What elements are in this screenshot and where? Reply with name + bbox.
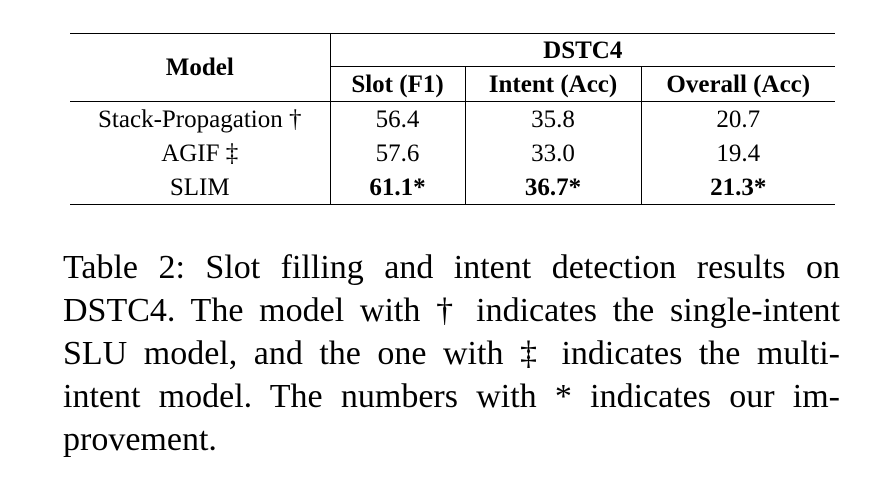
model-name-cell: Stack-Propagation † (70, 101, 331, 136)
table-row: SLIM 61.1* 36.7* 21.3* (70, 170, 835, 205)
slot-value-cell: 56.4 (330, 101, 466, 136)
caption-line: intent model. The numbers with * indicat… (63, 378, 840, 415)
table-caption: Table 2: Slot filling and intent detecti… (63, 246, 840, 461)
intent-value-cell: 36.7* (465, 170, 642, 205)
slot-value-cell: 57.6 (330, 136, 466, 170)
intent-acc-header: Intent (Acc) (465, 66, 642, 102)
model-name-cell: AGIF ‡ (70, 136, 331, 170)
header-row-2: Slot (F1) Intent (Acc) Overall (Acc) (70, 66, 835, 102)
results-table: Model DSTC4 Slot (F1) Intent (Acc) Overa… (70, 33, 835, 205)
table-row: Stack-Propagation † 56.4 35.8 20.7 (70, 101, 835, 136)
overall-value-cell: 20.7 (716, 105, 761, 133)
caption-line: SLU model, and the one with ‡ indicates … (63, 335, 840, 372)
caption-line: provement. (63, 421, 217, 458)
slot-value-cell: 61.1* (330, 170, 466, 205)
intent-value-cell: 33.0 (465, 136, 642, 170)
overall-acc-header: Overall (Acc) (666, 70, 811, 98)
model-name-cell: SLIM (70, 170, 331, 205)
results-table-container: Model DSTC4 Slot (F1) Intent (Acc) Overa… (70, 33, 835, 205)
dataset-group-header: DSTC4 (330, 33, 835, 67)
caption-line: Table 2: Slot filling and intent detecti… (63, 249, 840, 286)
slot-f1-header: Slot (F1) (330, 66, 466, 102)
overall-value-cell: 21.3* (710, 173, 767, 201)
caption-line: DSTC4. The model with † indicates the si… (63, 292, 840, 329)
table-row: AGIF ‡ 57.6 33.0 19.4 (70, 136, 835, 170)
intent-value-cell: 35.8 (465, 101, 642, 136)
overall-value-cell: 19.4 (716, 139, 761, 167)
model-header: Model (70, 33, 331, 102)
header-row-1: Model DSTC4 (70, 33, 835, 102)
